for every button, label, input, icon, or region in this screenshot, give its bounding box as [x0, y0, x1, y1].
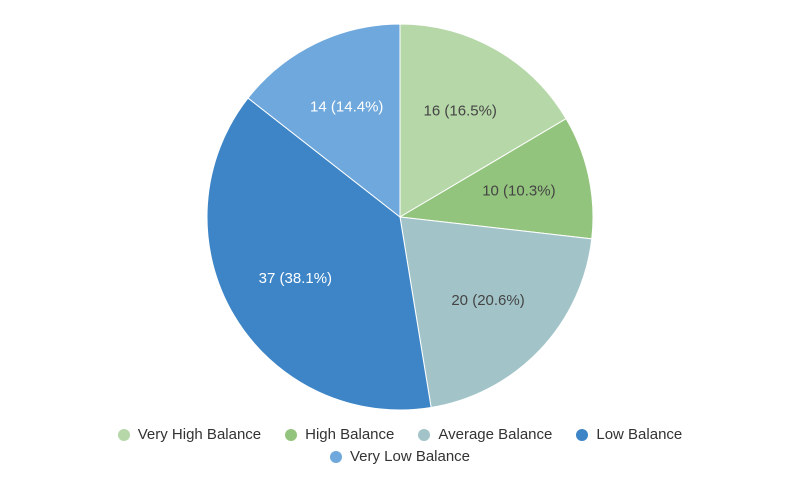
legend-label-very-low-balance: Very Low Balance: [349, 448, 471, 465]
legend-swatch-very-low-balance: [329, 451, 342, 463]
pie-slice-very-high-balance[interactable]: [399, 23, 567, 218]
slice-label-high-balance: 10 (10.3%): [482, 183, 555, 200]
slice-label-low-balance: 37 (38.1%): [259, 270, 332, 287]
slice-label-very-low-balance: 14 (14.4%): [310, 99, 383, 116]
legend-item-average-balance[interactable]: Average Balance: [418, 424, 552, 446]
legend-swatch-average-balance: [418, 429, 431, 441]
pie-slice-high-balance[interactable]: [398, 118, 594, 240]
legend-item-low-balance[interactable]: Low Balance: [576, 424, 682, 446]
chart-legend: Very High Balance High Balance Average B…: [0, 424, 800, 468]
legend-label-average-balance: Average Balance: [438, 426, 553, 443]
legend-swatch-high-balance: [285, 429, 298, 441]
pie-slice-low-balance[interactable]: [206, 97, 432, 411]
pie-chart: 16 (16.5%) 10 (10.3%) 20 (20.6%) 37 (38.1%)…: [206, 23, 594, 411]
legend-label-low-balance: Low Balance: [596, 426, 683, 443]
legend-item-very-low-balance[interactable]: Very Low Balance: [329, 446, 471, 468]
slice-label-average-balance: 20 (20.6%): [451, 292, 524, 309]
legend-label-very-high-balance: Very High Balance: [137, 426, 262, 443]
legend-item-very-high-balance[interactable]: Very High Balance: [117, 424, 262, 446]
legend-row-1: Very High Balance High Balance Average B…: [0, 424, 800, 446]
legend-swatch-very-high-balance: [117, 429, 130, 441]
pie-slice-average-balance[interactable]: [399, 216, 593, 409]
legend-item-high-balance[interactable]: High Balance: [285, 424, 394, 446]
slice-label-very-high-balance: 16 (16.5%): [424, 102, 497, 119]
legend-swatch-low-balance: [576, 429, 589, 441]
legend-label-high-balance: High Balance: [305, 426, 395, 443]
pie-slice-very-low-balance[interactable]: [247, 23, 401, 219]
legend-row-2: Very Low Balance: [0, 446, 800, 468]
